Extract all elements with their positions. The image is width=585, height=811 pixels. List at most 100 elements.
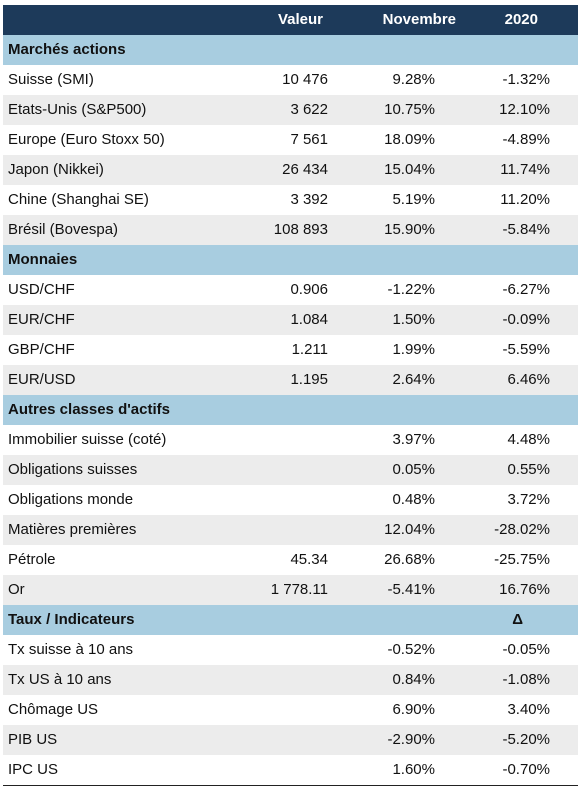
data-row: GBP/CHF 1.211 1.99% -5.59% bbox=[3, 335, 578, 365]
data-row: Obligations monde 0.48% 3.72% bbox=[3, 485, 578, 515]
row-label: Chômage US bbox=[8, 701, 99, 718]
year-cell: 12.10% bbox=[499, 101, 550, 118]
year-cell: 16.76% bbox=[499, 581, 550, 598]
row-label: Obligations suisses bbox=[8, 461, 138, 478]
year-cell: -28.02% bbox=[494, 521, 550, 538]
row-label: Europe (Euro Stoxx 50) bbox=[8, 131, 165, 148]
section-row: Autres classes d'actifs bbox=[3, 395, 578, 425]
data-row: Brésil (Bovespa) 108 893 15.90% -5.84% bbox=[3, 215, 578, 245]
row-label: Brésil (Bovespa) bbox=[8, 221, 119, 238]
data-row: USD/CHF 0.906 -1.22% -6.27% bbox=[3, 275, 578, 305]
data-row: IPC US 1.60% -0.70% bbox=[3, 755, 578, 785]
novembre-cell: 18.09% bbox=[384, 131, 435, 148]
section-row: Monnaies bbox=[3, 245, 578, 275]
section-row: Taux / Indicateurs Δ bbox=[3, 605, 578, 635]
row-label: PIB US bbox=[8, 731, 58, 748]
row-label: GBP/CHF bbox=[8, 341, 75, 358]
year-cell: -25.75% bbox=[494, 551, 550, 568]
data-row: Etats-Unis (S&P500) 3 622 10.75% 12.10% bbox=[3, 95, 578, 125]
row-label: Chine (Shanghai SE) bbox=[8, 191, 149, 208]
year-cell: -4.89% bbox=[502, 131, 550, 148]
valeur-cell: 1.211 bbox=[291, 341, 328, 358]
year-cell: -0.70% bbox=[502, 761, 550, 778]
novembre-cell: -0.52% bbox=[387, 641, 435, 658]
row-label: Obligations monde bbox=[8, 491, 134, 508]
year-cell: 3.40% bbox=[507, 701, 550, 718]
data-row: EUR/CHF 1.084 1.50% -0.09% bbox=[3, 305, 578, 335]
novembre-cell: 5.19% bbox=[392, 191, 435, 208]
valeur-cell: 10 476 bbox=[282, 71, 328, 88]
novembre-cell: -1.22% bbox=[387, 281, 435, 298]
valeur-cell: 7 561 bbox=[290, 131, 328, 148]
novembre-cell: 15.04% bbox=[384, 161, 435, 178]
novembre-cell: 2.64% bbox=[392, 371, 435, 388]
novembre-cell: 0.05% bbox=[392, 461, 435, 478]
valeur-cell: 1.084 bbox=[290, 311, 328, 328]
year-cell: -1.08% bbox=[502, 671, 550, 688]
data-row: EUR/USD 1.195 2.64% 6.46% bbox=[3, 365, 578, 395]
section-title: Autres classes d'actifs bbox=[8, 401, 170, 418]
valeur-cell: 26 434 bbox=[282, 161, 328, 178]
data-row: Chine (Shanghai SE) 3 392 5.19% 11.20% bbox=[3, 185, 578, 215]
year-cell: -5.84% bbox=[502, 221, 550, 238]
row-label: Tx suisse à 10 ans bbox=[8, 641, 134, 658]
year-cell: -5.59% bbox=[502, 341, 550, 358]
row-label: EUR/CHF bbox=[8, 311, 75, 328]
row-label: Tx US à 10 ans bbox=[8, 671, 112, 688]
row-label: Matières premières bbox=[8, 521, 137, 538]
header-row: Valeur Novembre 2020 bbox=[3, 5, 578, 35]
table: Valeur Novembre 2020 Marchés actions Suisse … bbox=[3, 5, 578, 785]
valeur-cell: 1.195 bbox=[290, 371, 328, 388]
data-row: Suisse (SMI) 10 476 9.28% -1.32% bbox=[3, 65, 578, 95]
valeur-cell: 1 778.11 bbox=[270, 581, 328, 598]
data-row: Tx US à 10 ans 0.84% -1.08% bbox=[3, 665, 578, 695]
header-cell: Novembre bbox=[382, 11, 456, 28]
data-row: Japon (Nikkei) 26 434 15.04% 11.74% bbox=[3, 155, 578, 185]
year-cell: 11.74% bbox=[500, 161, 550, 178]
row-label: Pétrole bbox=[8, 551, 56, 568]
year-cell: -5.20% bbox=[502, 731, 550, 748]
data-row: PIB US -2.90% -5.20% bbox=[3, 725, 578, 755]
year-cell: -6.27% bbox=[502, 281, 550, 298]
novembre-cell: -2.90% bbox=[387, 731, 435, 748]
novembre-cell: 9.28% bbox=[392, 71, 435, 88]
year-cell: 11.20% bbox=[500, 191, 550, 208]
valeur-cell: 0.906 bbox=[290, 281, 328, 298]
data-row: Or 1 778.11 -5.41% 16.76% bbox=[3, 575, 578, 605]
year-cell: -0.05% bbox=[502, 641, 550, 658]
row-label: EUR/USD bbox=[8, 371, 76, 388]
valeur-cell: 108 893 bbox=[273, 221, 328, 238]
year-cell: -1.32% bbox=[502, 71, 550, 88]
year-cell: 4.48% bbox=[507, 431, 550, 448]
section-delta: Δ bbox=[512, 611, 523, 628]
data-row: Matières premières 12.04% -28.02% bbox=[3, 515, 578, 545]
section-title: Monnaies bbox=[8, 251, 78, 268]
bottom-rule bbox=[3, 785, 578, 786]
novembre-cell: 26.68% bbox=[384, 551, 435, 568]
data-row: Pétrole 45.34 26.68% -25.75% bbox=[3, 545, 578, 575]
novembre-cell: 3.97% bbox=[392, 431, 435, 448]
novembre-cell: 12.04% bbox=[384, 521, 435, 538]
data-row: Tx suisse à 10 ans -0.52% -0.05% bbox=[3, 635, 578, 665]
row-label: Etats-Unis (S&P500) bbox=[8, 101, 147, 118]
novembre-cell: 15.90% bbox=[384, 221, 435, 238]
row-label: USD/CHF bbox=[8, 281, 75, 298]
section-title: Marchés actions bbox=[8, 41, 126, 58]
section-row: Marchés actions bbox=[3, 35, 578, 65]
row-label: IPC US bbox=[8, 761, 59, 778]
novembre-cell: 1.60% bbox=[392, 761, 435, 778]
header-cell: 2020 bbox=[504, 11, 538, 28]
data-row: Europe (Euro Stoxx 50) 7 561 18.09% -4.89% bbox=[3, 125, 578, 155]
year-cell: -0.09% bbox=[502, 311, 550, 328]
year-cell: 0.55% bbox=[507, 461, 550, 478]
novembre-cell: 10.75% bbox=[384, 101, 435, 118]
valeur-cell: 45.34 bbox=[290, 551, 328, 568]
year-cell: 6.46% bbox=[507, 371, 550, 388]
data-row: Obligations suisses 0.05% 0.55% bbox=[3, 455, 578, 485]
novembre-cell: 6.90% bbox=[392, 701, 435, 718]
row-label: Suisse (SMI) bbox=[8, 71, 94, 88]
year-cell: 3.72% bbox=[507, 491, 550, 508]
novembre-cell: 0.48% bbox=[392, 491, 435, 508]
data-row: Immobilier suisse (coté) 3.97% 4.48% bbox=[3, 425, 578, 455]
